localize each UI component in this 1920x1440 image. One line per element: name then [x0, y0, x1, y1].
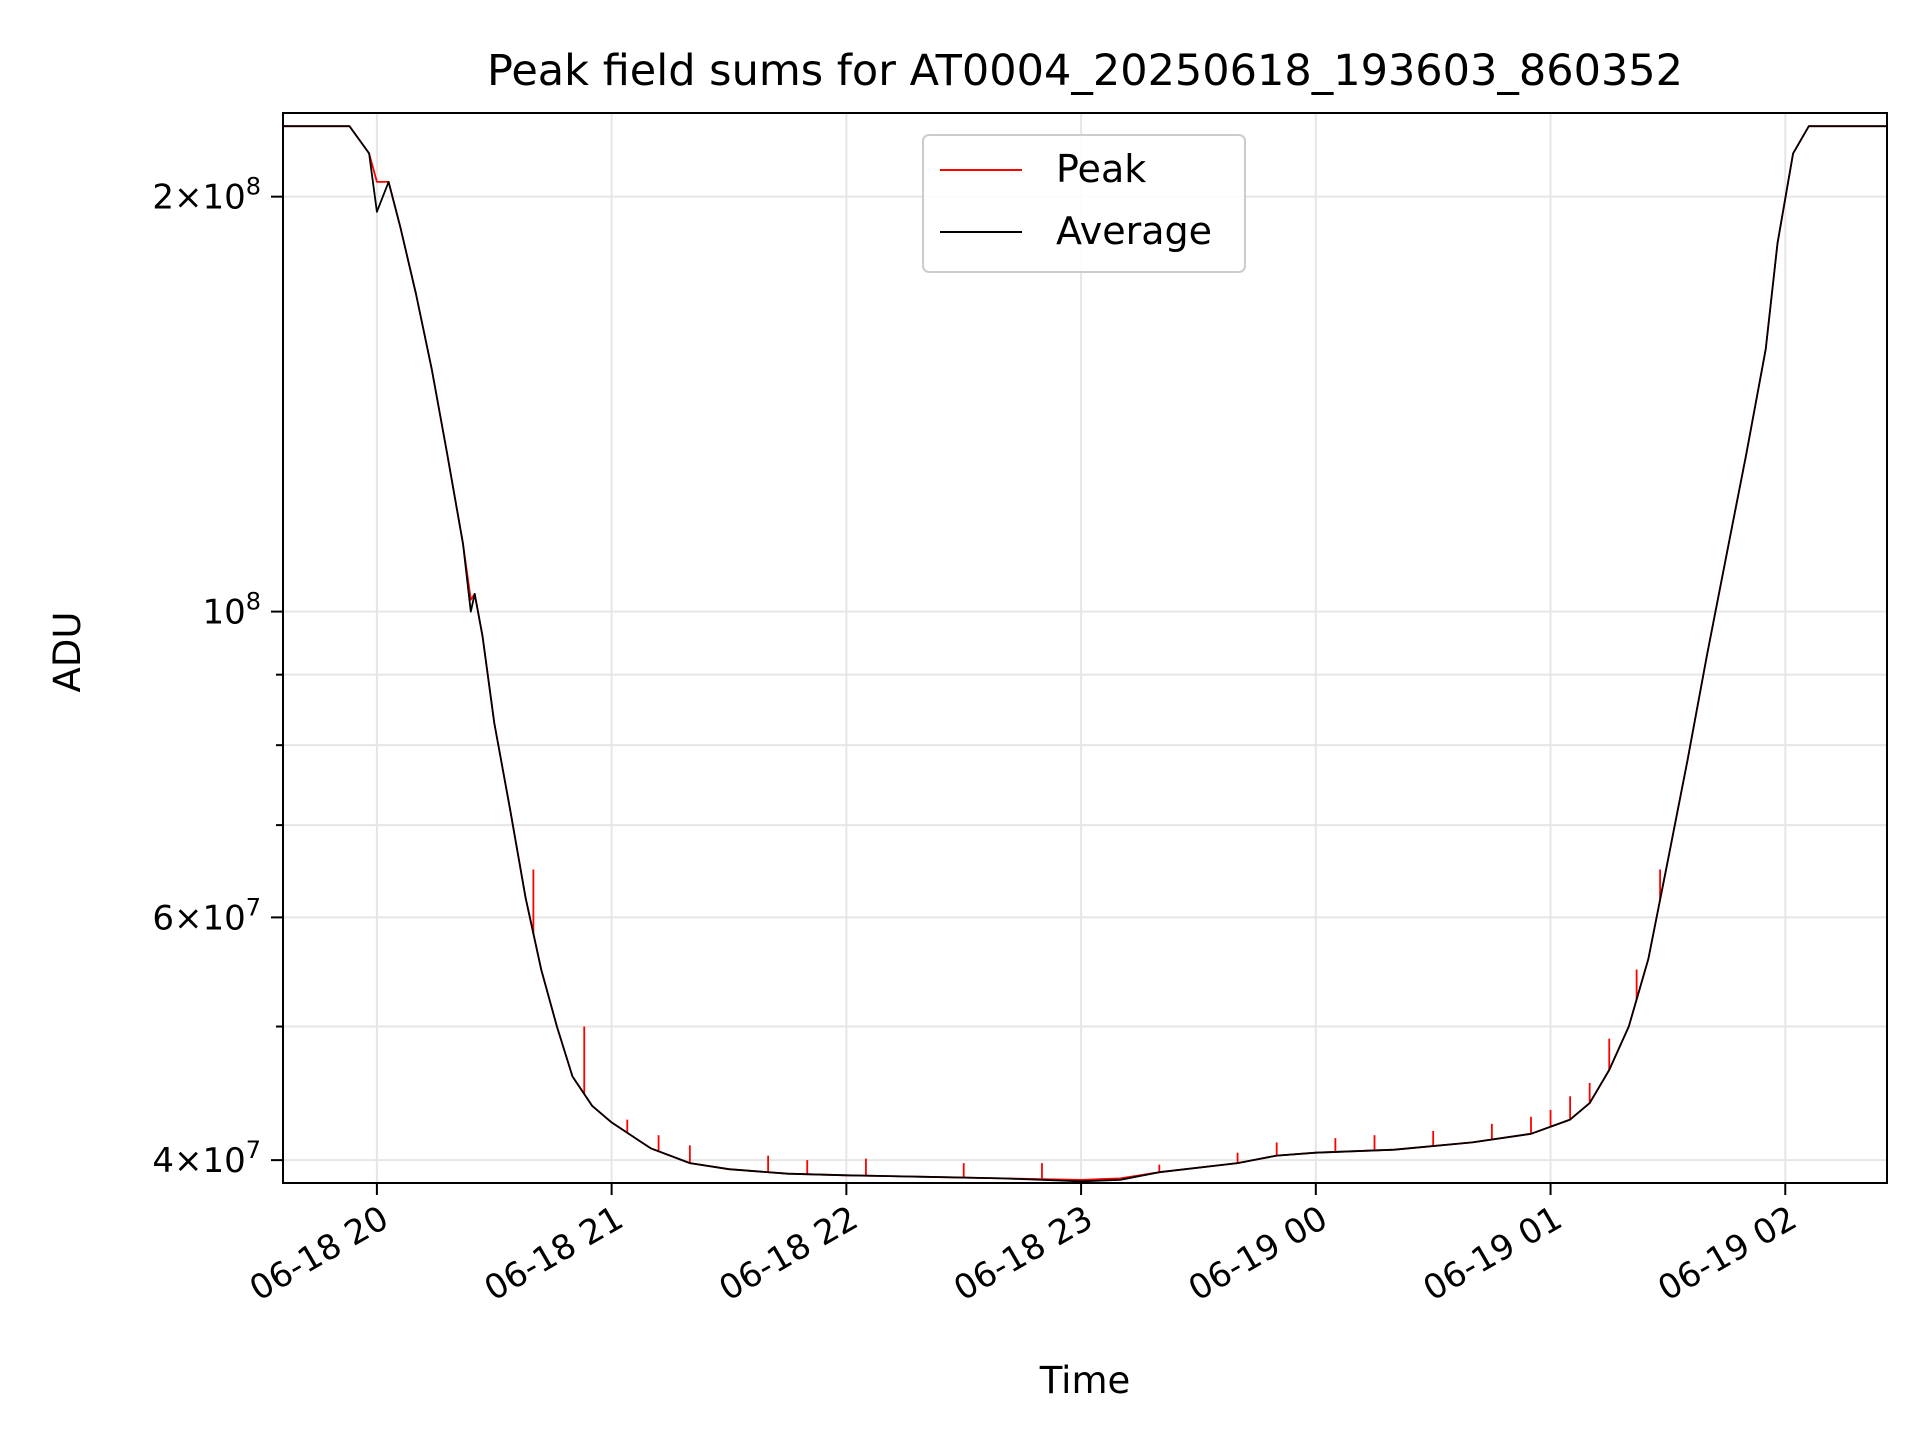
series-line-average	[283, 125, 1887, 1183]
series-layer	[283, 125, 1887, 1183]
plot-frame	[282, 112, 1888, 1184]
y-tick-label: 2×108	[152, 173, 261, 218]
chart-title: Peak field sums for AT0004_20250618_1936…	[487, 46, 1683, 96]
legend: Peak Average	[922, 134, 1246, 273]
x-axis-label: Time	[1039, 1359, 1131, 1402]
legend-label-average: Average	[1056, 209, 1212, 253]
legend-label-peak: Peak	[1056, 147, 1146, 191]
y-tick-label: 4×107	[152, 1136, 261, 1181]
y-tick-label: 6×107	[152, 893, 261, 938]
y-axis-label: ADU	[46, 612, 89, 693]
y-tick-label: 108	[202, 588, 261, 633]
